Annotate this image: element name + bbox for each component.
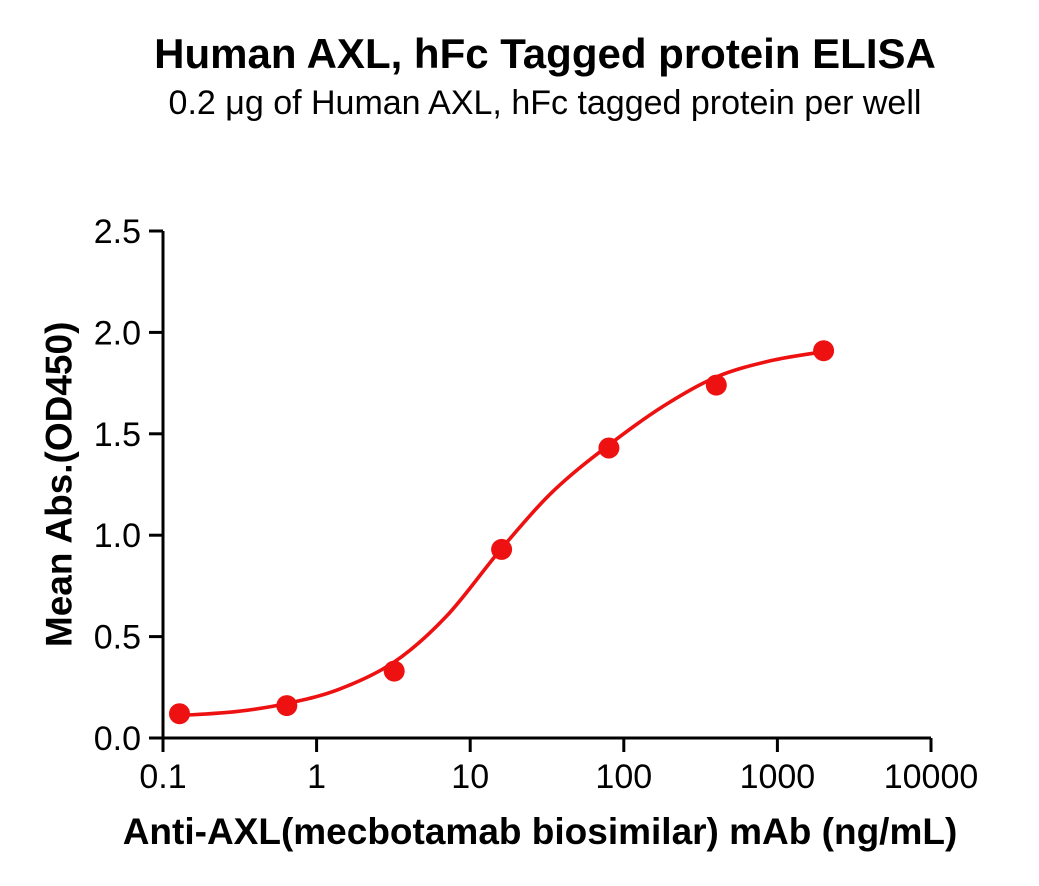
x-tick-label: 0.1 xyxy=(139,758,186,796)
x-tick-label: 1 xyxy=(307,758,326,796)
y-tick-label: 1.0 xyxy=(94,517,141,555)
y-tick-label: 0.5 xyxy=(94,619,141,657)
data-point xyxy=(169,703,190,725)
x-axis-title: Anti-AXL(mecbotamab biosimilar) mAb (ng/… xyxy=(122,811,958,852)
x-tick-label: 10000 xyxy=(884,758,979,796)
data-point xyxy=(491,538,513,560)
y-tick-label: 2.0 xyxy=(94,314,141,352)
x-tick-label: 10 xyxy=(451,758,489,796)
y-tick-label: 1.5 xyxy=(94,416,141,454)
y-tick-label: 2.5 xyxy=(94,213,141,251)
data-point xyxy=(598,437,620,459)
data-point xyxy=(383,660,405,682)
data-point xyxy=(813,340,835,362)
y-tick-label: 0.0 xyxy=(94,720,141,758)
data-point xyxy=(705,374,727,396)
x-tick-label: 1000 xyxy=(740,758,816,796)
chart-title: Human AXL, hFc Tagged protein ELISA xyxy=(154,30,936,77)
data-point xyxy=(276,695,298,717)
x-tick-label: 100 xyxy=(595,758,652,796)
chart-subtitle: 0.2 μg of Human AXL, hFc tagged protein … xyxy=(168,84,922,122)
fit-curve xyxy=(181,349,826,718)
